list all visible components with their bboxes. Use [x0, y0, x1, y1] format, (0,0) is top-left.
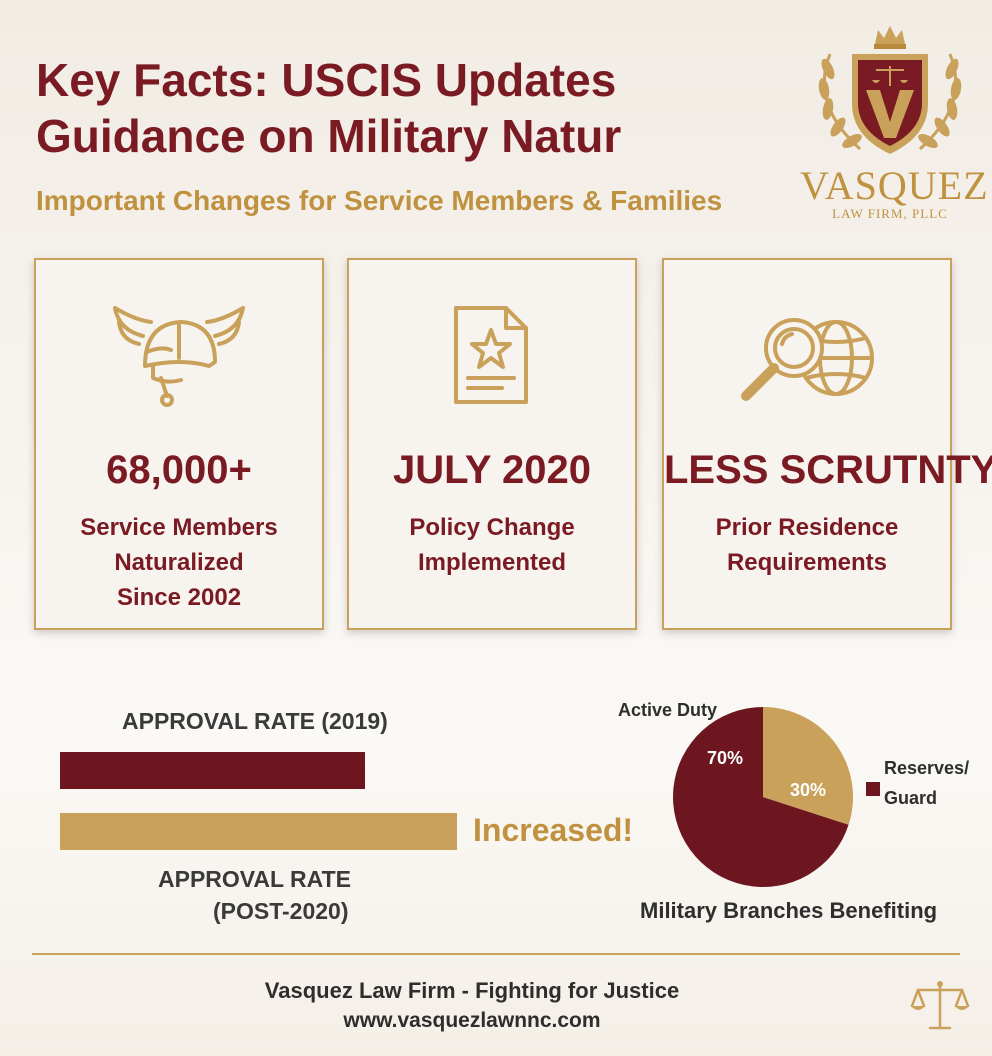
- approval-2019-bar: [60, 752, 365, 789]
- footer-tagline: Vasquez Law Firm - Fighting for Justice: [264, 978, 680, 1003]
- shield-crest-icon: [818, 26, 962, 154]
- desc-line: Implemented: [417, 549, 567, 576]
- pie-chart: 70% 30%: [668, 704, 858, 890]
- document-star-icon: [349, 300, 635, 420]
- stat-card-scrutiny: LESS SCRUTNTY Prior Residence Requiremen…: [662, 258, 992, 630]
- stat-description: Policy Change Implemented: [349, 510, 635, 580]
- logo-name: VASQUEZ: [800, 163, 989, 208]
- desc-line: Requirements: [726, 549, 888, 576]
- desc-line: Since 2002: [116, 584, 242, 611]
- military-helmet-icon: [36, 300, 322, 420]
- page-title: Key Facts: USCIS Updates Guidance on Mil…: [36, 52, 621, 164]
- pie-slice: [673, 707, 849, 887]
- magnifier-globe-icon: [664, 300, 950, 420]
- approval-post-bar: [60, 813, 457, 850]
- footer-divider: [32, 953, 960, 955]
- desc-line: Service Members: [80, 514, 278, 541]
- increased-annotation: Increased!: [473, 812, 634, 848]
- approval-post-label-line1: APPROVAL RATE: [158, 866, 351, 892]
- footer-website-link[interactable]: www.vasquezlawnnc.com: [343, 1009, 601, 1032]
- pie-slice-label: 30%: [790, 780, 826, 800]
- approval-2019-label: APPROVAL RATE (2019): [122, 708, 388, 734]
- stat-value: 68,000+: [106, 448, 252, 492]
- stat-card-naturalized: 68,000+ Service Members Naturalized Sinc…: [34, 258, 324, 630]
- desc-line: Policy Change: [409, 514, 575, 541]
- stat-description: Prior Residence Requirements: [664, 510, 950, 580]
- stat-card-policy: JULY 2020 Policy Change Implemented: [347, 258, 637, 630]
- pie-chart-svg: 70% 30%: [673, 707, 853, 887]
- desc-line: Naturalized: [114, 549, 244, 576]
- page-subtitle: Important Changes for Service Members & …: [36, 185, 723, 216]
- approval-post-label-line2: (POST-2020): [213, 898, 349, 924]
- stat-description: Service Members Naturalized Since 2002: [36, 510, 322, 615]
- logo-tagline: LAW FIRM, PLLC: [832, 206, 948, 221]
- firm-logo: VASQUEZ LAW FIRM, PLLC: [800, 14, 989, 234]
- footer: Vasquez Law Firm - Fighting for Justice …: [0, 976, 944, 1036]
- pie-legend-swatch: [866, 782, 880, 796]
- title-line-1: Key Facts: USCIS Updates: [36, 54, 617, 106]
- stat-value: JULY 2020: [393, 448, 591, 492]
- pie-legend-active-duty: Active Duty: [618, 700, 718, 720]
- stat-value: LESS SCRUTNTY: [664, 448, 992, 492]
- pie-legend-reserves-label: Reserves/ Guard: [884, 758, 970, 808]
- pie-slice-label: 70%: [707, 748, 743, 768]
- title-line-2: Guidance on Military Natur: [36, 110, 622, 162]
- scales-of-justice-icon: [908, 978, 972, 1034]
- desc-line: Prior Residence: [715, 514, 899, 541]
- pie-slice: [763, 707, 853, 825]
- pie-legend-reserves-line: Reserves/ Guard: [884, 753, 970, 813]
- pie-chart-title: Military Branches Benefiting: [640, 898, 938, 923]
